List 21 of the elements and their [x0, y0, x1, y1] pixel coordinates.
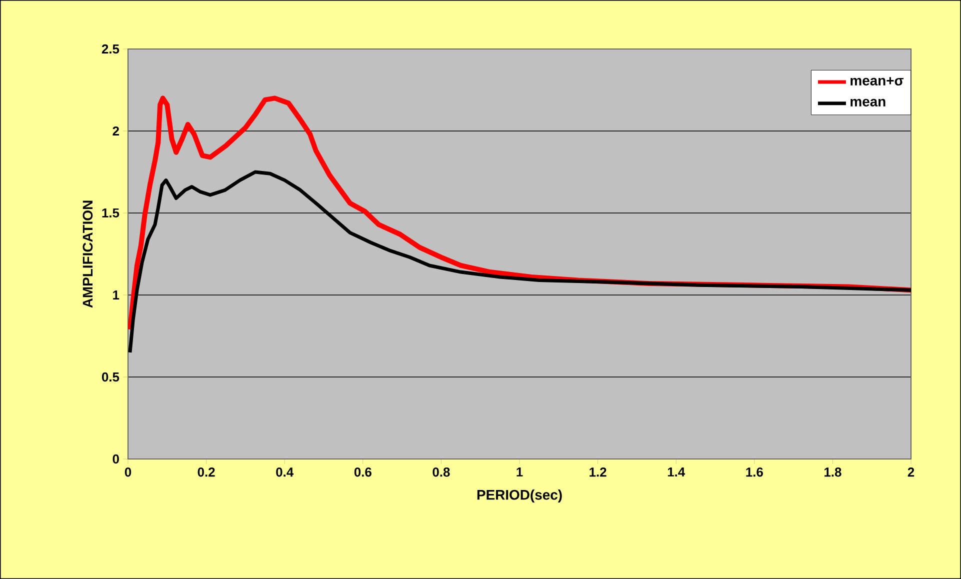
- y-tick-label: 0: [112, 454, 119, 464]
- y-tick-label: 2: [112, 126, 119, 136]
- y-tick-label: 2.5: [102, 44, 120, 54]
- x-tick-label: 1.4: [668, 468, 686, 476]
- legend-label: mean: [850, 98, 886, 106]
- x-tick-label: 1: [516, 468, 523, 476]
- y-tick-label: 0.5: [102, 372, 120, 382]
- x-tick-label: 0.2: [198, 468, 215, 477]
- x-tick-label: 2: [908, 468, 914, 477]
- x-tick-label: 1.8: [824, 468, 842, 477]
- x-tick-label: 0: [124, 468, 132, 477]
- x-tick-label: 1.2: [590, 468, 606, 477]
- x-axis-title: PERIOD(sec): [477, 490, 562, 503]
- x-tick-label: 0.6: [354, 468, 372, 477]
- y-axis-title: AMPLIFICATION: [82, 200, 93, 308]
- x-tick-label: 0.4: [276, 468, 294, 477]
- y-tick-label: 1.5: [102, 208, 120, 218]
- y-tick-label: 1: [113, 290, 120, 300]
- x-tick-label: 1.6: [746, 468, 763, 477]
- legend-label: mean+σ: [850, 77, 904, 86]
- x-tick-label: 0.8: [432, 468, 450, 477]
